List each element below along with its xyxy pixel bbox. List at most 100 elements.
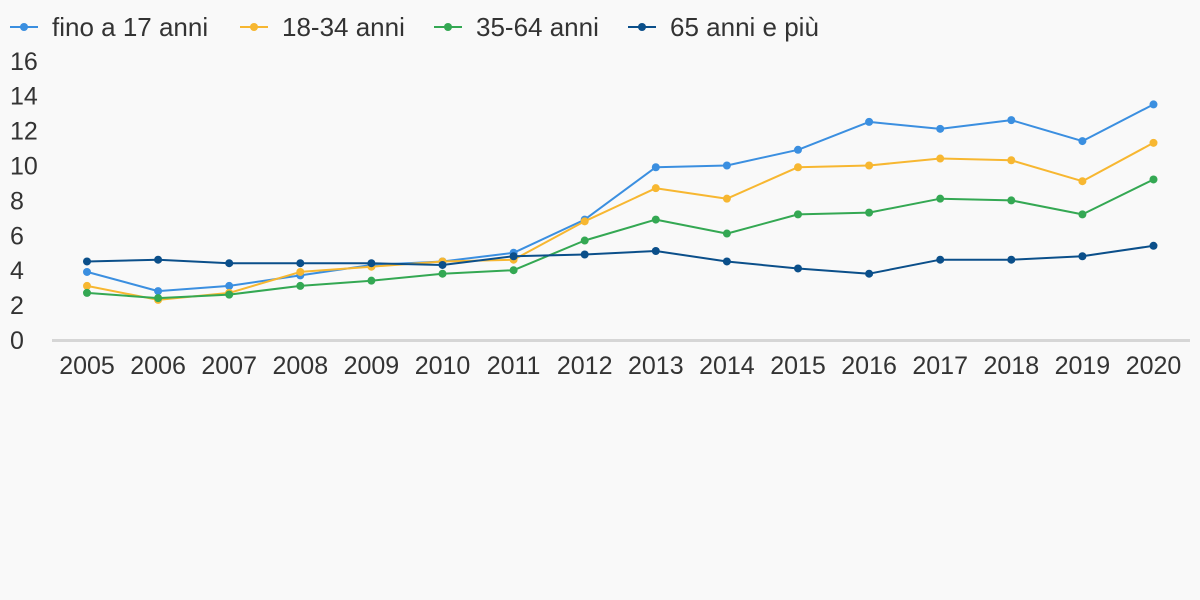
y-tick-label: 16 — [10, 48, 38, 76]
data-point-18-34-anni[interactable] — [296, 267, 305, 276]
data-point-fino-a-17-anni[interactable] — [154, 287, 163, 296]
x-tick-label: 2014 — [699, 352, 755, 380]
x-tick-label: 2019 — [1055, 352, 1111, 380]
y-tick-label: 6 — [10, 222, 24, 250]
x-tick-label: 2006 — [130, 352, 186, 380]
data-point-18-34-anni[interactable] — [1007, 156, 1016, 165]
legend-marker-65-anni-e-pi — [638, 23, 646, 31]
data-point-35-64-anni[interactable] — [509, 266, 518, 275]
data-point-18-34-anni[interactable] — [1149, 138, 1158, 147]
data-point-fino-a-17-anni[interactable] — [722, 161, 731, 170]
data-point-65-anni-e-pi[interactable] — [154, 255, 163, 264]
data-point-fino-a-17-anni[interactable] — [225, 281, 234, 290]
y-tick-label: 2 — [10, 292, 24, 320]
series-35-64-anni — [83, 175, 1158, 303]
legend: fino a 17 anni 18-34 anni 35-64 anni 65 ann… — [10, 12, 819, 42]
data-point-65-anni-e-pi[interactable] — [1149, 241, 1158, 250]
data-point-18-34-anni[interactable] — [580, 217, 589, 226]
data-point-35-64-anni[interactable] — [1007, 196, 1016, 205]
x-tick-label: 2012 — [557, 352, 613, 380]
data-point-65-anni-e-pi[interactable] — [83, 257, 91, 266]
data-point-65-anni-e-pi[interactable] — [651, 247, 660, 256]
data-point-18-34-anni[interactable] — [651, 184, 660, 193]
data-point-18-34-anni[interactable] — [1078, 177, 1087, 186]
x-axis: 2005 2006 2007 2008 2009 2010 2011 2012 2013 2014… — [59, 352, 1181, 380]
data-point-65-anni-e-pi[interactable] — [367, 259, 376, 268]
y-tick-label: 10 — [10, 153, 38, 181]
y-tick-label: 8 — [10, 187, 24, 215]
data-point-35-64-anni[interactable] — [651, 215, 660, 224]
x-tick-label: 2017 — [912, 352, 968, 380]
series-65-anni-e-pi — [83, 241, 1158, 278]
data-point-fino-a-17-anni[interactable] — [1149, 100, 1158, 109]
data-point-65-anni-e-pi[interactable] — [936, 255, 945, 264]
x-tick-label: 2015 — [770, 352, 826, 380]
y-tick-label: 14 — [10, 83, 38, 111]
data-point-65-anni-e-pi[interactable] — [794, 264, 802, 273]
data-point-35-64-anni[interactable] — [225, 290, 234, 299]
data-point-fino-a-17-anni[interactable] — [1007, 116, 1016, 125]
x-tick-label: 2013 — [628, 352, 684, 380]
series-line-fino-a-17-anni — [86, 103, 1154, 293]
legend-label-fino-a-17-anni[interactable]: fino a 17 anni — [52, 12, 208, 42]
data-point-65-anni-e-pi[interactable] — [865, 269, 874, 278]
data-point-35-64-anni[interactable] — [1078, 210, 1087, 219]
legend-label-18-34-anni[interactable]: 18-34 anni — [282, 12, 405, 42]
data-point-65-anni-e-pi[interactable] — [296, 259, 305, 268]
legend-label-65-anni-e-pi[interactable]: 65 anni e più — [670, 12, 819, 42]
data-point-35-64-anni[interactable] — [83, 288, 91, 297]
data-point-18-34-anni[interactable] — [83, 281, 91, 290]
series-line-65-anni-e-pi — [86, 244, 1154, 275]
data-point-65-anni-e-pi[interactable] — [438, 260, 447, 269]
data-point-65-anni-e-pi[interactable] — [1078, 252, 1087, 261]
legend-label-35-64-anni[interactable]: 35-64 anni — [476, 12, 599, 42]
data-point-fino-a-17-anni[interactable] — [794, 145, 802, 154]
data-point-fino-a-17-anni[interactable] — [83, 267, 91, 276]
series-18-34-anni — [83, 138, 1158, 304]
x-tick-label: 2018 — [983, 352, 1039, 380]
data-point-65-anni-e-pi[interactable] — [225, 259, 234, 268]
x-tick-label: 2016 — [841, 352, 897, 380]
data-point-18-34-anni[interactable] — [794, 163, 802, 172]
data-point-65-anni-e-pi[interactable] — [580, 250, 589, 259]
x-tick-label: 2009 — [344, 352, 400, 380]
x-tick-label: 2005 — [59, 352, 115, 380]
data-point-35-64-anni[interactable] — [865, 208, 874, 217]
data-point-18-34-anni[interactable] — [865, 161, 874, 170]
data-point-35-64-anni[interactable] — [296, 281, 305, 290]
data-point-65-anni-e-pi[interactable] — [1007, 255, 1016, 264]
y-tick-label: 0 — [10, 327, 24, 355]
x-tick-label: 2010 — [415, 352, 471, 380]
y-tick-label: 12 — [10, 118, 38, 146]
data-point-65-anni-e-pi[interactable] — [722, 257, 731, 266]
data-point-35-64-anni[interactable] — [438, 269, 447, 278]
data-point-35-64-anni[interactable] — [154, 294, 163, 303]
data-point-35-64-anni[interactable] — [1149, 175, 1158, 184]
data-point-35-64-anni[interactable] — [936, 194, 945, 203]
series-fino-a-17-anni — [83, 100, 1158, 296]
data-point-fino-a-17-anni[interactable] — [1078, 137, 1087, 146]
x-tick-label: 2007 — [201, 352, 257, 380]
data-point-35-64-anni[interactable] — [794, 210, 802, 219]
data-point-18-34-anni[interactable] — [936, 154, 945, 163]
series-line-35-64-anni — [86, 178, 1154, 300]
data-point-fino-a-17-anni[interactable] — [651, 163, 660, 172]
data-point-18-34-anni[interactable] — [722, 194, 731, 203]
y-tick-label: 4 — [10, 257, 24, 285]
series-line-18-34-anni — [86, 141, 1154, 301]
legend-marker-fino-a-17-anni — [20, 23, 28, 31]
x-tick-label: 2020 — [1126, 352, 1182, 380]
data-point-35-64-anni[interactable] — [580, 236, 589, 245]
y-axis: 0 2 4 6 8 10 12 14 16 — [10, 48, 38, 355]
plot-area — [83, 100, 1158, 304]
legend-marker-35-64-anni — [444, 23, 452, 31]
data-point-35-64-anni[interactable] — [367, 276, 376, 285]
data-point-fino-a-17-anni[interactable] — [865, 117, 874, 126]
data-point-35-64-anni[interactable] — [722, 229, 731, 238]
x-tick-label: 2011 — [487, 352, 541, 380]
x-tick-label: 2008 — [272, 352, 328, 380]
data-point-65-anni-e-pi[interactable] — [509, 252, 518, 261]
data-point-fino-a-17-anni[interactable] — [936, 124, 945, 133]
legend-marker-18-34-anni — [250, 23, 258, 31]
